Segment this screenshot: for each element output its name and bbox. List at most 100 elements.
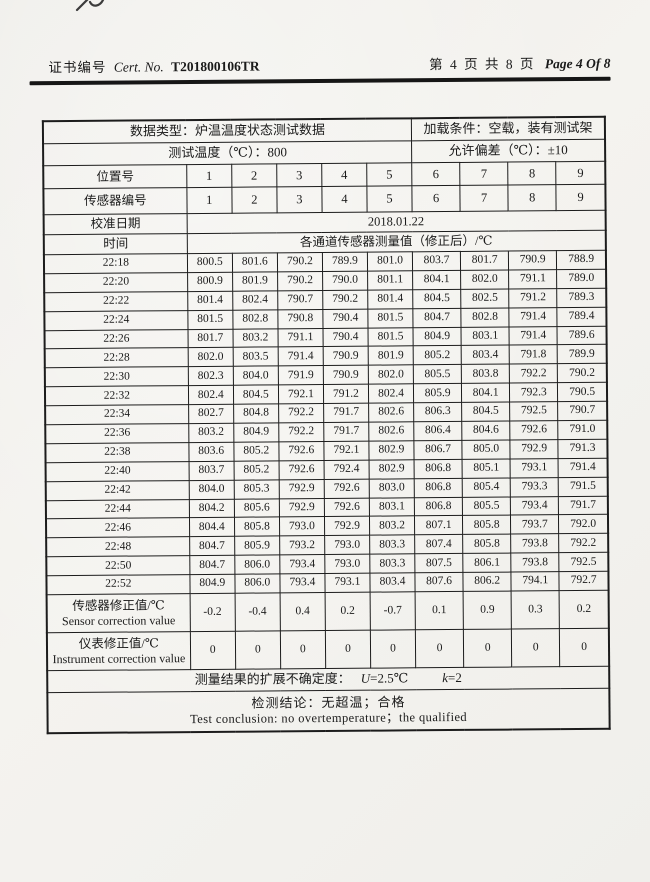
position-cell: 3	[276, 163, 322, 187]
instrument-correction-value-cell: 0	[190, 631, 236, 670]
reading-value-cell: 801.5	[187, 309, 233, 330]
reading-value-cell: 805.2	[233, 460, 280, 480]
reading-value-cell: 806.3	[413, 402, 462, 422]
reading-value-cell: 793.1	[324, 573, 371, 593]
conclusion-cell: 检测结论：无超温；合格 Test conclusion: no overtemp…	[47, 688, 610, 734]
reading-value-cell: 802.0	[460, 269, 509, 290]
position-label-cell: 位置号	[43, 164, 187, 189]
reading-value-cell: 791.0	[558, 420, 608, 440]
reading-value-cell: 804.2	[189, 498, 235, 519]
reading-value-cell: 805.2	[233, 441, 279, 462]
position-cell: 9	[555, 161, 606, 185]
reading-value-cell: 792.5	[509, 401, 559, 422]
instrument-correction-value-cell: 0	[463, 629, 512, 668]
reading-value-cell: 801.5	[367, 308, 414, 328]
uncertainty-prefix: 测量结果的扩展不确定度：	[194, 670, 351, 688]
reading-value-cell: 790.9	[323, 365, 369, 385]
time-cell: 22:48	[46, 536, 190, 557]
reading-value-cell: 802.7	[188, 404, 234, 424]
reading-value-cell: 805.9	[234, 536, 280, 556]
instrument-correction-value-cell: 0	[559, 628, 610, 667]
sensor-correction-label-cell: 传感器修正值/℃ Sensor correction value	[46, 593, 191, 633]
sensor-number-cell: 8	[508, 184, 557, 212]
sensor-correction-value-cell: 0.1	[415, 591, 464, 630]
sensor-number-cell: 6	[411, 185, 461, 212]
time-cell: 22:20	[44, 272, 188, 293]
reading-value-cell: 793.4	[279, 573, 325, 593]
reading-value-cell: 792.3	[509, 382, 558, 403]
time-cell: 22:52	[46, 574, 190, 595]
reading-value-cell: 804.9	[189, 574, 235, 594]
reading-value-cell: 807.5	[414, 553, 464, 573]
reading-value-cell: 804.5	[412, 289, 461, 309]
reading-value-cell: 792.7	[559, 571, 609, 591]
reading-value-cell: 792.9	[324, 516, 370, 536]
reading-value-cell: 801.4	[187, 291, 233, 311]
reading-value-cell: 803.2	[188, 423, 234, 443]
reading-value-cell: 801.7	[187, 328, 233, 349]
reading-value-cell: 793.4	[510, 496, 559, 516]
reading-value-cell: 803.1	[461, 326, 510, 346]
time-cell: 22:36	[45, 423, 189, 444]
reading-value-cell: 789.3	[556, 288, 607, 308]
instrument-correction-value-cell: 0	[370, 629, 416, 669]
reading-value-cell: 804.7	[189, 536, 235, 556]
reading-value-cell: 793.0	[279, 516, 325, 537]
sensor-correction-value-cell: -0.7	[370, 591, 416, 631]
reading-value-cell: 792.4	[323, 459, 370, 480]
calibration-date-label-cell: 校准日期	[43, 213, 187, 235]
sensor-correction-value-cell: 0.2	[324, 592, 371, 631]
reading-value-cell: 793.2	[279, 535, 325, 556]
reading-value-cell: 806.8	[414, 478, 463, 498]
time-cell: 22:32	[44, 385, 189, 406]
reading-value-cell: 792.1	[278, 384, 324, 404]
reading-value-cell: 804.8	[233, 403, 279, 424]
sensor-correction-value-cell: 0.2	[559, 590, 609, 629]
position-cell: 1	[186, 164, 232, 188]
reading-value-cell: 802.4	[188, 385, 234, 405]
reading-value-cell: 793.7	[510, 515, 559, 535]
reading-value-cell: 790.2	[322, 289, 368, 310]
reading-value-cell: 802.0	[187, 347, 234, 367]
reading-value-cell: 791.9	[278, 365, 324, 386]
position-cell: 5	[366, 162, 412, 187]
reading-value-cell: 792.6	[509, 420, 559, 440]
time-cell: 22:42	[45, 480, 190, 501]
reading-value-cell: 790.2	[557, 363, 607, 383]
load-condition-cell: 加载条件：空载，装有测试架	[411, 116, 606, 141]
reading-value-cell: 792.6	[278, 460, 325, 480]
reading-value-cell: 807.4	[414, 534, 463, 555]
reading-value-cell: 791.4	[509, 326, 558, 346]
reading-value-cell: 800.9	[187, 272, 233, 292]
reading-value-cell: 800.5	[187, 253, 233, 273]
reading-value-cell: 804.9	[233, 422, 279, 443]
reading-value-cell: 801.9	[368, 346, 414, 366]
reading-value-cell: 789.6	[557, 325, 607, 346]
reading-value-cell: 791.7	[323, 403, 369, 423]
cert-label-zh: 证书编号	[48, 59, 107, 76]
reading-value-cell: 803.2	[369, 516, 415, 536]
reading-value-cell: 790.2	[277, 271, 323, 291]
reading-value-cell: 792.2	[278, 422, 324, 442]
time-cell: 22:26	[44, 329, 188, 350]
sensor-correction-value-cell: -0.4	[234, 592, 281, 632]
reading-value-cell: 803.1	[369, 497, 415, 517]
reading-value-cell: 793.1	[510, 458, 559, 478]
reading-value-cell: 803.2	[232, 328, 279, 348]
reading-value-cell: 791.8	[509, 345, 558, 365]
reading-value-cell: 803.4	[369, 572, 416, 593]
reading-value-cell: 791.2	[323, 384, 369, 404]
time-cell: 22:40	[45, 461, 189, 482]
reading-value-cell: 802.8	[232, 309, 278, 329]
sensor-number-cell: 3	[276, 186, 323, 213]
reading-value-cell: 792.9	[279, 479, 325, 499]
reading-value-cell: 803.7	[412, 251, 461, 271]
page-number-line: 第 4 页 共 8 页 Page 4 Of 8	[429, 52, 611, 73]
reading-value-cell: 801.0	[367, 251, 413, 272]
reading-value-cell: 804.6	[461, 421, 511, 441]
reading-value-cell: 802.6	[368, 421, 414, 442]
reading-value-cell: 792.2	[509, 364, 558, 384]
